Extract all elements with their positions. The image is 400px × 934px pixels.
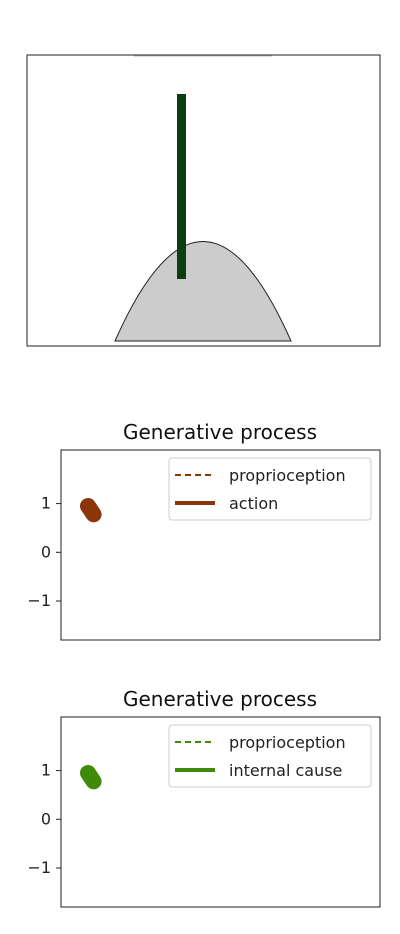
chart-1: Generative process 1 0 −1 proprioception a… [27, 420, 381, 641]
chart-2-legend-box [168, 724, 372, 788]
chart-1-series [80, 498, 102, 523]
y-tick-label: −1 [27, 858, 51, 877]
series-line-action [80, 498, 102, 523]
chart-2-legend-label-proprioception: proprioception [229, 733, 346, 752]
y-tick-label: 0 [41, 809, 51, 828]
chart-1-title: Generative process [123, 420, 317, 444]
hill-shape [114, 241, 292, 342]
chart-1-legend-label-action: action [229, 494, 278, 513]
chart-2-y-ticks: 1 0 −1 [27, 761, 61, 877]
chart-1-legend-box [168, 457, 372, 521]
chart-1-legend: proprioception action [168, 457, 372, 521]
y-tick-label: 0 [41, 542, 51, 561]
chart-1-y-ticks: 1 0 −1 [27, 494, 61, 610]
chart-2: Generative process 1 0 −1 proprioception i… [27, 687, 381, 908]
chart-2-series [80, 765, 102, 790]
scene-panel [26, 54, 381, 347]
y-tick-label: 1 [41, 761, 51, 780]
y-tick-label: 1 [41, 494, 51, 513]
series-line-internal-cause [80, 765, 102, 790]
chart-2-legend-label-internal-cause: internal cause [229, 761, 342, 780]
chart-2-title: Generative process [123, 687, 317, 711]
pole-bar [177, 94, 186, 279]
y-tick-label: −1 [27, 591, 51, 610]
chart-1-legend-label-proprioception: proprioception [229, 466, 346, 485]
chart-2-legend: proprioception internal cause [168, 724, 372, 788]
